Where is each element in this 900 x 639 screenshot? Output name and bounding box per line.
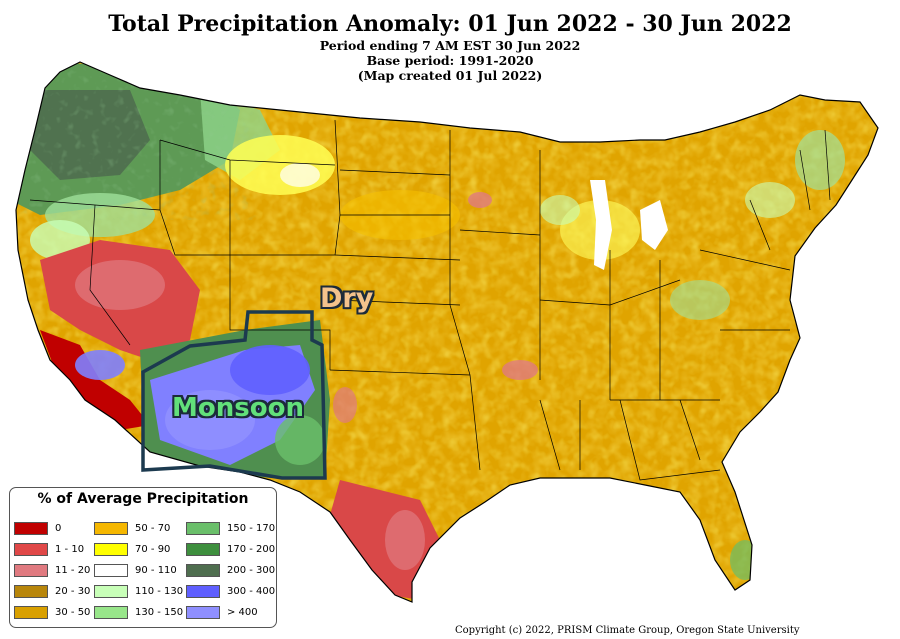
legend-label: 50 - 70 (135, 522, 171, 534)
legend-swatch (14, 584, 48, 598)
legend-swatch (94, 521, 128, 535)
legend-label: 1 - 10 (55, 543, 85, 555)
legend-label: > 400 (227, 606, 258, 618)
legend-swatch (94, 605, 128, 619)
legend-swatch (186, 584, 220, 598)
legend-swatch (94, 584, 128, 598)
copyright: Copyright (c) 2022, PRISM Climate Group,… (455, 625, 800, 636)
state-borders (29, 119, 831, 481)
legend-label: 90 - 110 (135, 564, 177, 576)
dry-annotation: Dry (320, 283, 374, 314)
legend-item: 50 - 70 (94, 521, 170, 535)
legend-swatch (14, 521, 48, 535)
legend-item: 200 - 300 (186, 563, 275, 577)
legend-label: 70 - 90 (135, 543, 171, 555)
legend-label: 130 - 150 (135, 606, 184, 618)
legend-item: > 400 (186, 605, 258, 619)
legend-item: 300 - 400 (186, 584, 275, 598)
legend-item: 130 - 150 (94, 605, 183, 619)
legend-label: 11 - 20 (55, 564, 91, 576)
map-title: Total Precipitation Anomaly: 01 Jun 2022… (108, 11, 792, 37)
legend-label: 0 (55, 522, 62, 534)
legend-swatch (94, 542, 128, 556)
legend-label: 20 - 30 (55, 585, 91, 597)
header: Total Precipitation Anomaly: 01 Jun 2022… (0, 10, 900, 83)
legend-swatch (94, 563, 128, 577)
legend-item: 110 - 130 (94, 584, 183, 598)
legend-label: 150 - 170 (227, 522, 276, 534)
legend-item: 70 - 90 (94, 542, 170, 556)
legend-item: 1 - 10 (14, 542, 84, 556)
legend-item: 150 - 170 (186, 521, 275, 535)
legend-item: 0 (14, 521, 61, 535)
legend-swatch (186, 542, 220, 556)
legend-swatch (14, 605, 48, 619)
legend-item: 20 - 30 (14, 584, 90, 598)
base-period-line: Base period: 1991-2020 (366, 53, 534, 68)
legend-swatch (186, 521, 220, 535)
legend-swatch (186, 563, 220, 577)
legend-label: 200 - 300 (227, 564, 276, 576)
legend-swatch (186, 605, 220, 619)
legend-label: 110 - 130 (135, 585, 184, 597)
legend-item: 30 - 50 (14, 605, 90, 619)
legend-label: 30 - 50 (55, 606, 91, 618)
legend-swatch (14, 563, 48, 577)
legend-swatch (14, 542, 48, 556)
legend-label: 300 - 400 (227, 585, 276, 597)
legend-item: 11 - 20 (14, 563, 90, 577)
legend: % of Average Precipitation 0 1 - 10 11 - 2… (9, 487, 277, 628)
monsoon-region-outline (141, 310, 327, 480)
legend-title: % of Average Precipitation (37, 491, 249, 507)
legend-item: 90 - 110 (94, 563, 177, 577)
created-line: (Map created 01 Jul 2022) (357, 68, 543, 83)
period-line: Period ending 7 AM EST 30 Jun 2022 (319, 38, 581, 53)
legend-item: 170 - 200 (186, 542, 275, 556)
legend-label: 170 - 200 (227, 543, 276, 555)
monsoon-annotation: Monsoon (172, 393, 304, 423)
